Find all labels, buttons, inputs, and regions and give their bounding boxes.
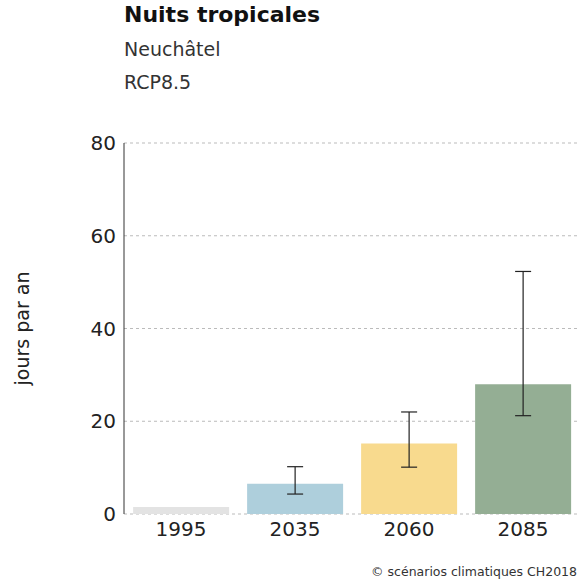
html-text:RCP8.5: RCP8.5 bbox=[124, 71, 192, 93]
svg-text:60: 60 bbox=[91, 224, 116, 248]
html-text:Neuchâtel: Neuchâtel bbox=[124, 38, 221, 60]
svg-text:2085: 2085 bbox=[498, 517, 549, 541]
svg-text:40: 40 bbox=[91, 317, 116, 341]
svg-text:80: 80 bbox=[91, 131, 116, 155]
svg-text:1995: 1995 bbox=[156, 517, 207, 541]
svg-text:2060: 2060 bbox=[384, 517, 435, 541]
svg-text:jours par an: jours par an bbox=[11, 272, 33, 387]
html-text:Nuits tropicales: Nuits tropicales bbox=[124, 2, 321, 27]
svg-text:20: 20 bbox=[91, 409, 116, 433]
html-text:© scénarios climatiques CH2018: © scénarios climatiques CH2018 bbox=[371, 564, 577, 579]
svg-text:2035: 2035 bbox=[270, 517, 321, 541]
svg-text:0: 0 bbox=[103, 502, 116, 526]
